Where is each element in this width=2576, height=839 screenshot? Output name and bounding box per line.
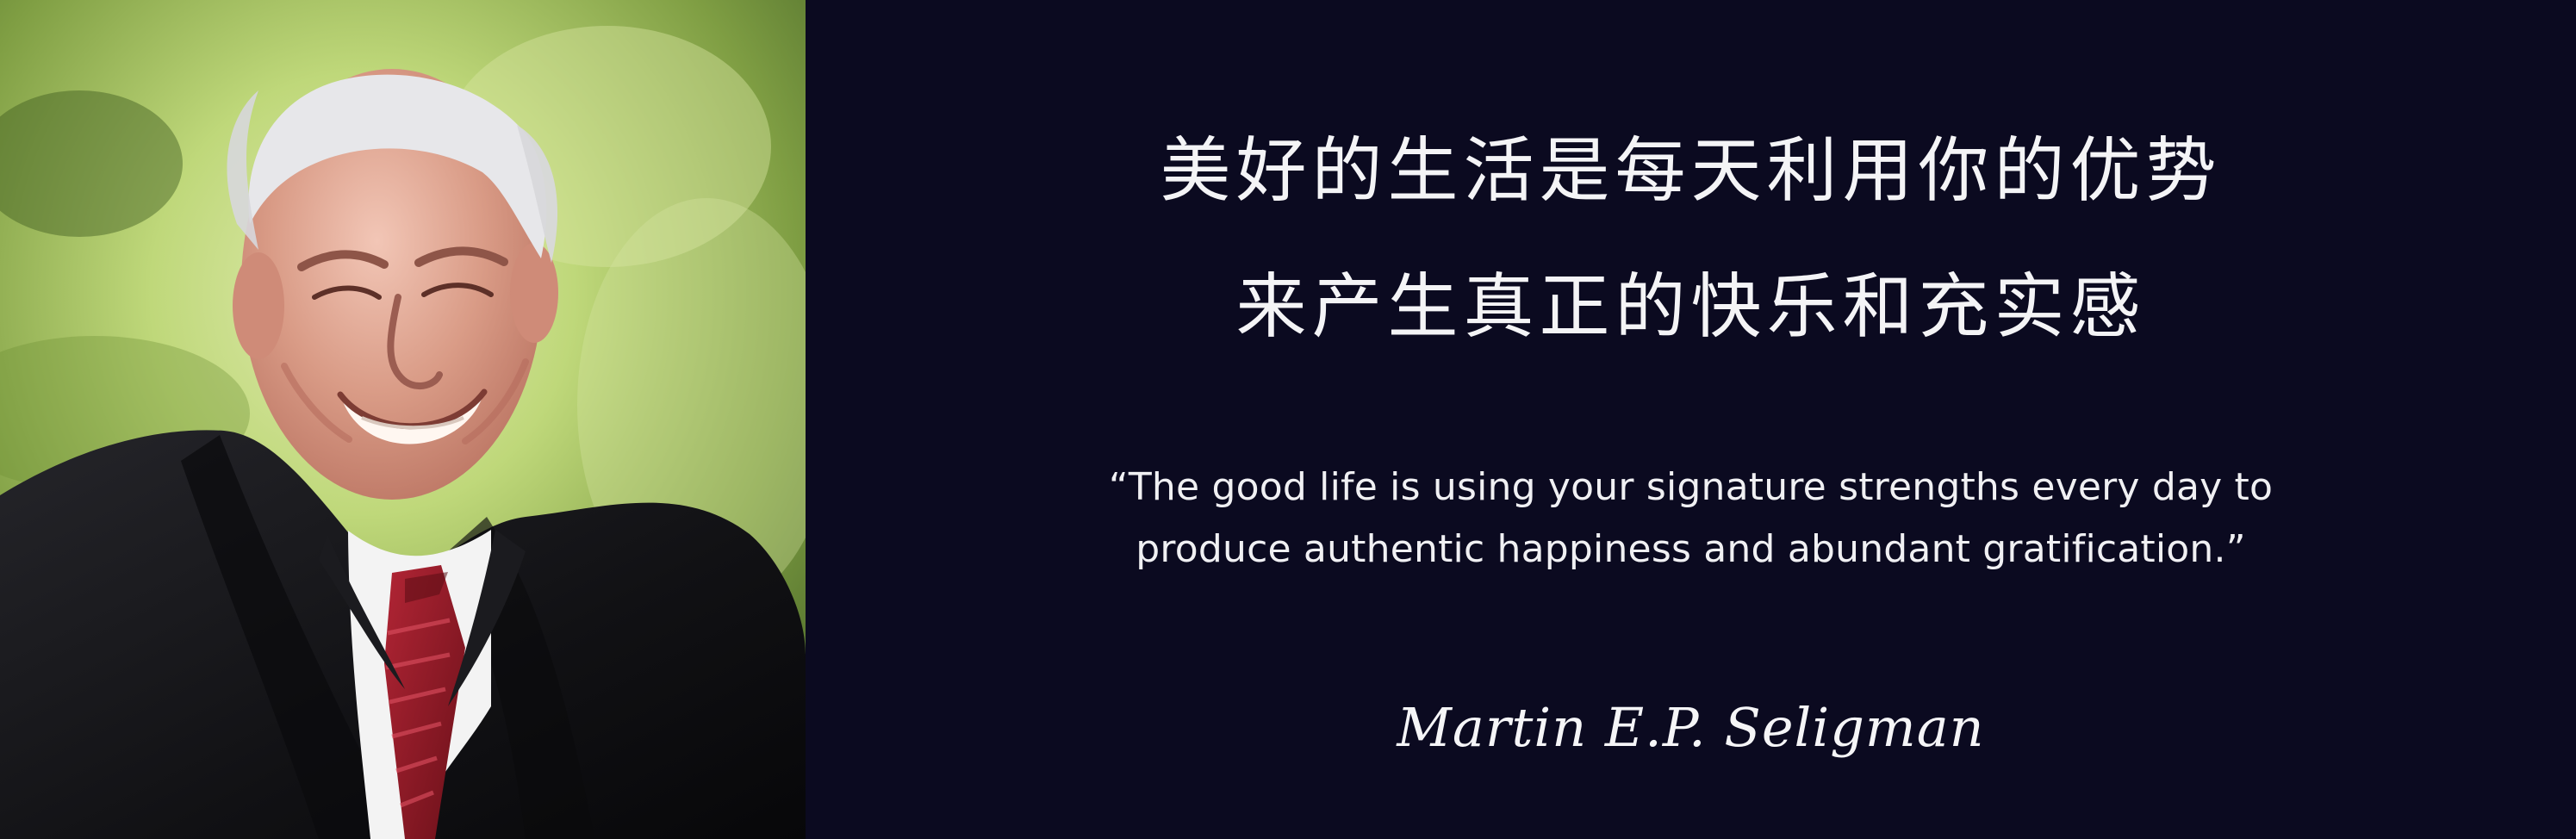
english-quote: “The good life is using your signature s… bbox=[806, 457, 2576, 581]
quote-panel: 美好的生活是每天利用你的优势 来产生真正的快乐和充实感 “The good li… bbox=[806, 0, 2576, 839]
author-signature: Martin E.P. Seligman bbox=[1397, 696, 1985, 759]
chinese-quote-line-1: 美好的生活是每天利用你的优势 bbox=[1160, 130, 2222, 212]
chinese-quote-line-2: 来产生真正的快乐和充实感 bbox=[1235, 266, 2146, 348]
english-quote-line-2: produce authentic happiness and abundant… bbox=[1136, 527, 2246, 571]
portrait-photo bbox=[0, 0, 806, 839]
chinese-quote: 美好的生活是每天利用你的优势 来产生真正的快乐和充实感 bbox=[806, 129, 2576, 350]
english-quote-line-1: “The good life is using your signature s… bbox=[1108, 465, 2274, 509]
portrait-illustration bbox=[0, 0, 806, 839]
